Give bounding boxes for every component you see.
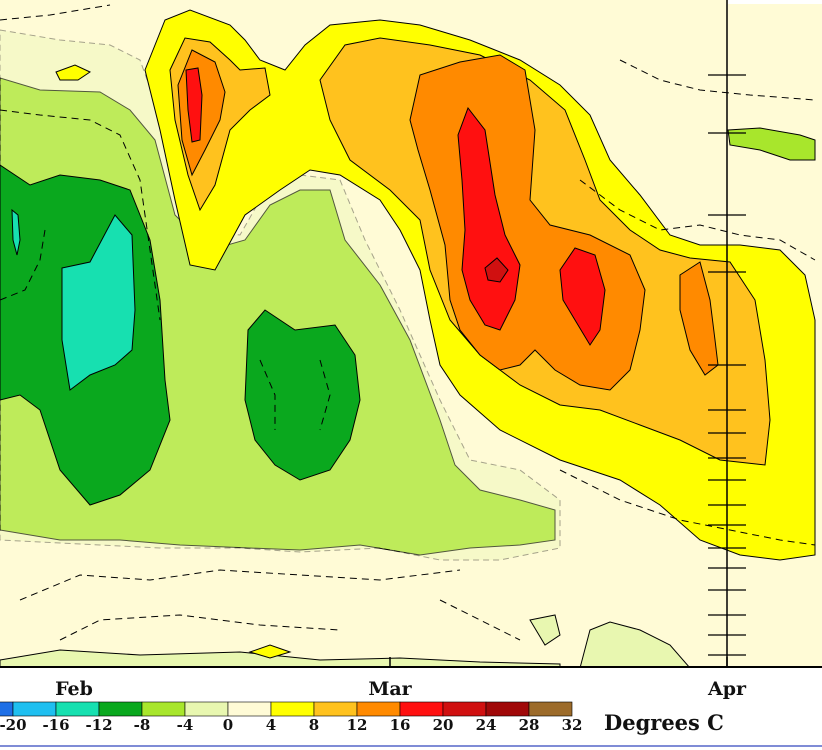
region-red-3 [559, 247, 606, 346]
colorbar-tick-label: -8 [134, 716, 151, 734]
dashed-contours [0, 4, 816, 641]
colorbar-tick-label: 12 [347, 716, 368, 734]
colorbar-tick-label: -4 [177, 716, 194, 734]
colorbar-tick-label: 4 [266, 716, 276, 734]
region-teal-sliver [11, 208, 21, 256]
right-axis-ticks [708, 74, 746, 656]
region-teal [61, 214, 136, 391]
colorbar-tick-label: -12 [85, 716, 112, 734]
time-axis: Feb Mar Apr [0, 668, 822, 700]
region-bottom-light-3 [0, 649, 561, 668]
region-bottom-light [529, 614, 561, 646]
colorbar-swatch [12, 701, 57, 717]
region-small-yellow [55, 64, 92, 81]
x-tick-label: Mar [368, 678, 412, 700]
colorbar-tick-label: 32 [562, 716, 583, 734]
colorbar-swatch [313, 701, 358, 717]
colorbar-tick-label: 24 [476, 716, 497, 734]
region-bottom-light-2 [579, 621, 691, 668]
colorbar-swatch [184, 701, 229, 717]
colorbar-swatch [98, 701, 143, 717]
colorbar-swatch [227, 701, 272, 717]
region-darkred [484, 257, 509, 283]
region-green-dark-2 [244, 309, 361, 481]
colorbar-swatch [442, 701, 487, 717]
colorbar-tick-label: 0 [223, 716, 233, 734]
colorbar-tick-label: -16 [42, 716, 69, 734]
colorbar-swatch [528, 701, 573, 717]
colorbar-swatch [141, 701, 186, 717]
x-tick-label: Apr [707, 678, 747, 700]
colorbar-swatch [270, 701, 315, 717]
colorbar-swatch [55, 701, 100, 717]
colorbar-tick-label: 20 [433, 716, 454, 734]
colorbar-tick-label: -20 [0, 716, 27, 734]
x-tick-label: Feb [55, 678, 93, 700]
colorbar-swatch [356, 701, 401, 717]
region-right-green [727, 127, 816, 161]
region-small-yellow-2 [248, 644, 292, 659]
colorbar-tick-label: 28 [519, 716, 540, 734]
colorbar-swatch [399, 701, 444, 717]
colorbar-swatches [0, 701, 573, 717]
colorbar-units: Degrees C [604, 710, 724, 735]
region-red [185, 67, 203, 143]
colorbar-labels: -20 -16 -12 -8 -4 0 4 8 12 16 20 24 28 32 [0, 716, 582, 734]
bottom-divider [0, 745, 822, 747]
contour-plot [0, 0, 822, 668]
colorbar-swatch [485, 701, 530, 717]
colorbar-swatch [0, 701, 14, 717]
colorbar-tick-label: 8 [309, 716, 319, 734]
colorbar-legend: -20 -16 -12 -8 -4 0 4 8 12 16 20 24 28 32 [0, 701, 582, 734]
colorbar-tick-label: 16 [390, 716, 411, 734]
